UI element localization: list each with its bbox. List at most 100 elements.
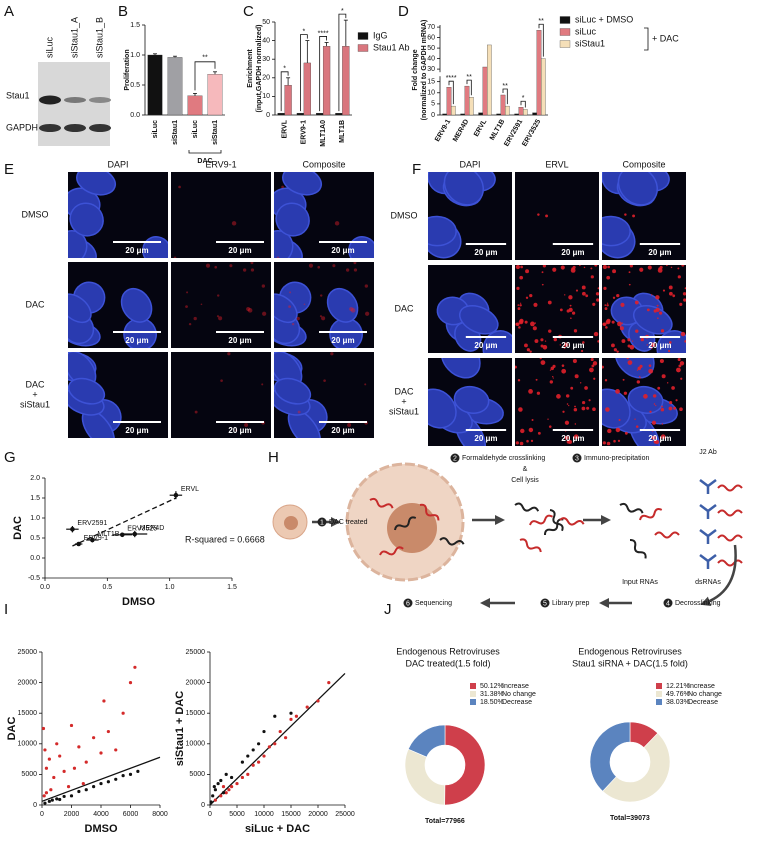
signal <box>676 367 681 373</box>
signal <box>606 275 611 280</box>
significance-bracket <box>194 61 216 91</box>
legend-value: 50.12% <box>480 683 504 690</box>
signal <box>606 304 609 307</box>
step-label: Immuno-precipitation <box>584 455 649 462</box>
nucleus <box>458 304 499 335</box>
rna <box>717 534 743 542</box>
micrograph: 20 μm <box>171 172 271 258</box>
signal <box>675 399 678 402</box>
signal <box>593 331 599 337</box>
band-label: GAPDH <box>6 122 38 132</box>
signal <box>532 326 537 331</box>
signal <box>561 368 567 374</box>
nucleus <box>387 503 437 553</box>
point <box>55 742 59 746</box>
signal <box>561 364 565 367</box>
signal <box>668 291 673 296</box>
signal <box>668 406 673 411</box>
signal <box>602 441 606 445</box>
donut-slice <box>404 748 446 806</box>
axis-break <box>436 72 444 77</box>
row-label: + <box>32 389 37 399</box>
y-tick-label: 0.5 <box>30 535 40 542</box>
antibody <box>699 554 717 569</box>
row-label: DAC <box>394 386 414 396</box>
signal <box>544 340 547 342</box>
signal <box>658 311 663 315</box>
signal <box>334 221 340 226</box>
significance: ** <box>202 55 208 62</box>
signal <box>200 303 203 306</box>
micrograph: 20 μm <box>428 265 512 353</box>
signal <box>540 360 546 365</box>
signal <box>216 315 220 318</box>
nucleus <box>440 358 481 379</box>
signal <box>684 340 686 343</box>
nucleus <box>76 172 117 196</box>
panel-label: E <box>4 161 14 178</box>
signal <box>607 265 611 269</box>
signal <box>572 359 577 364</box>
signal <box>590 358 594 362</box>
signal <box>570 317 572 319</box>
signal <box>564 294 566 296</box>
legend-swatch <box>559 40 571 48</box>
rna <box>549 509 564 532</box>
signal <box>519 302 522 304</box>
signal <box>534 339 539 344</box>
point-label: ERVL <box>181 486 199 493</box>
signal <box>634 300 639 305</box>
y-tick-label: 0 <box>201 802 205 809</box>
legend-label: siLuc <box>575 26 597 36</box>
y-tick-label: 10 <box>262 93 270 100</box>
signal <box>319 315 323 318</box>
micrograph: 20 μm <box>515 172 599 260</box>
signal <box>345 268 350 272</box>
signal <box>602 265 607 270</box>
y-tick-label: 25000 <box>186 649 206 656</box>
signal <box>525 296 529 299</box>
signal <box>517 304 520 307</box>
signal <box>651 435 656 440</box>
point <box>92 736 96 740</box>
signal <box>519 304 522 307</box>
significance-bracket <box>319 36 327 112</box>
point <box>58 797 62 802</box>
chart-title: Endogenous Retroviruses <box>578 646 682 656</box>
signal <box>648 368 654 374</box>
bar <box>482 66 488 116</box>
significance: **** <box>318 30 329 37</box>
bar <box>296 112 305 116</box>
rna <box>717 559 743 567</box>
rna <box>529 514 554 526</box>
rna <box>379 546 404 556</box>
signal <box>673 406 677 410</box>
signal <box>515 322 519 326</box>
point <box>257 760 261 764</box>
point <box>284 736 288 740</box>
y-tick-label: 0.0 <box>130 112 140 119</box>
signal <box>611 343 615 348</box>
point <box>42 794 46 798</box>
x-tick-label: 10000 <box>254 811 274 818</box>
point <box>52 775 56 780</box>
column-header: Composite <box>622 159 665 169</box>
signal <box>635 329 639 333</box>
y-tick-label: 10000 <box>18 741 38 748</box>
x-tick-label: 0.5 <box>102 584 112 591</box>
signal <box>547 300 552 305</box>
signal <box>679 361 685 366</box>
signal <box>323 379 326 383</box>
legend-label: Stau1 Ab <box>373 42 410 52</box>
scale-bar-label: 20 μm <box>474 341 497 350</box>
signal <box>229 264 233 268</box>
signal <box>542 345 548 350</box>
scale-bar-label: 20 μm <box>228 246 251 255</box>
nucleus <box>656 330 686 353</box>
signal <box>595 292 599 296</box>
signal <box>623 391 628 395</box>
x-tick-label: 5000 <box>229 811 245 818</box>
signal <box>582 341 585 344</box>
y-tick-label: 20000 <box>186 679 206 686</box>
signal <box>669 341 672 344</box>
